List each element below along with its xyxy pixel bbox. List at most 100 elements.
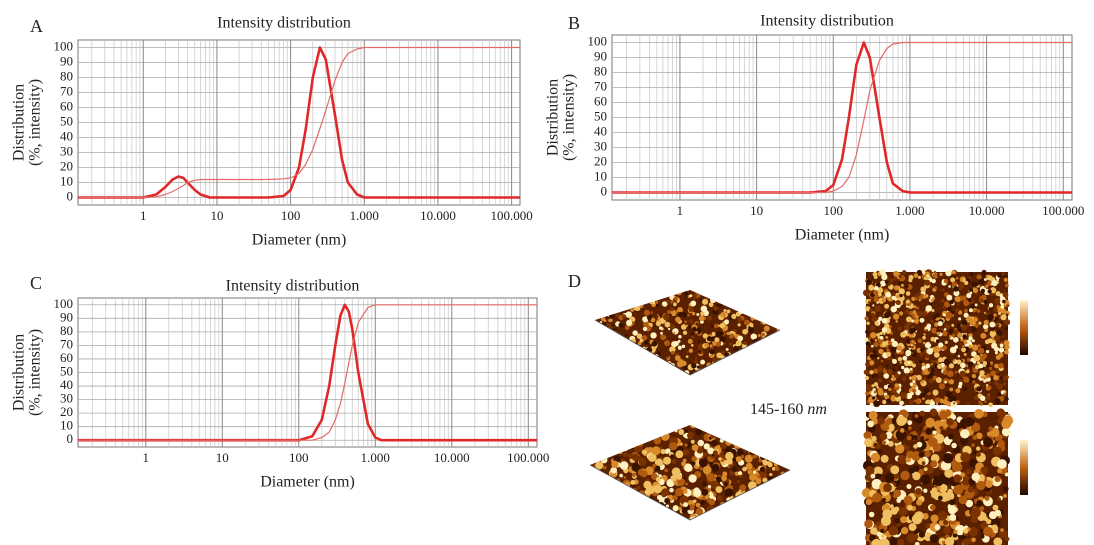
- grain: [1003, 493, 1008, 498]
- grain: [954, 524, 966, 536]
- grain: [951, 323, 955, 327]
- grain: [953, 290, 960, 297]
- grain: [934, 397, 941, 403]
- grain: [711, 463, 720, 472]
- grain: [631, 521, 637, 527]
- grain: [921, 362, 926, 367]
- grain: [1002, 291, 1009, 298]
- grain: [616, 514, 625, 520]
- grain: [759, 466, 765, 472]
- grain: [949, 334, 952, 338]
- grain: [590, 433, 595, 439]
- grain: [685, 324, 689, 327]
- grain: [1002, 382, 1007, 386]
- grain: [762, 320, 767, 325]
- grain: [966, 315, 973, 322]
- grain: [648, 425, 654, 426]
- grain: [592, 475, 601, 484]
- grain: [932, 389, 939, 396]
- grain: [1001, 272, 1005, 276]
- grain: [762, 500, 771, 509]
- grain: [770, 457, 774, 462]
- grain: [778, 507, 786, 516]
- grain: [609, 340, 616, 347]
- grain: [663, 367, 670, 373]
- grain: [626, 513, 634, 520]
- y-axis-label: Distribution: [545, 79, 562, 156]
- grain: [698, 350, 701, 353]
- grain: [925, 400, 929, 404]
- grain: [777, 510, 785, 517]
- x-tick-label: 1: [140, 208, 147, 223]
- grain: [640, 509, 645, 514]
- grain: [926, 274, 930, 278]
- grain: [601, 495, 610, 503]
- grain: [765, 432, 775, 442]
- data-line: [78, 46, 520, 199]
- grain: [605, 444, 612, 451]
- grain: [983, 311, 987, 315]
- grain: [665, 448, 671, 454]
- grain: [912, 434, 918, 440]
- grain: [694, 359, 698, 364]
- grain: [889, 537, 898, 545]
- grain: [965, 499, 974, 508]
- grain: [713, 425, 719, 429]
- grain: [616, 338, 620, 341]
- grain: [642, 326, 648, 332]
- grain: [646, 517, 651, 520]
- grain: [975, 365, 979, 370]
- grain: [698, 458, 708, 468]
- grain: [939, 473, 946, 479]
- grain: [647, 290, 653, 293]
- grain: [765, 369, 770, 374]
- grain: [886, 351, 892, 357]
- grain: [677, 478, 686, 487]
- grain: [590, 518, 596, 520]
- grain: [760, 345, 767, 352]
- grain: [908, 523, 917, 532]
- grain: [865, 361, 871, 367]
- grain: [710, 324, 714, 328]
- grain: [745, 376, 750, 381]
- y-tick-label: 20: [60, 404, 73, 419]
- grain: [866, 321, 870, 325]
- grain: [749, 473, 757, 482]
- y-axis-label: (%, intensity): [27, 79, 44, 166]
- grain: [979, 402, 983, 406]
- grain: [641, 449, 647, 455]
- grain: [874, 338, 878, 342]
- grain: [972, 288, 979, 294]
- grain: [606, 451, 612, 457]
- grain: [954, 308, 960, 313]
- grain: [690, 439, 695, 444]
- data-line: [78, 46, 520, 199]
- grain: [759, 452, 768, 460]
- grain: [925, 305, 932, 312]
- grain: [880, 534, 885, 538]
- grain: [669, 487, 674, 493]
- grain: [751, 356, 756, 361]
- grain: [957, 332, 963, 338]
- grain: [760, 452, 764, 456]
- grain: [607, 486, 613, 492]
- grain: [608, 290, 615, 292]
- grain: [898, 366, 902, 370]
- grain: [616, 303, 622, 309]
- grain: [749, 508, 754, 512]
- grain: [982, 361, 988, 366]
- grain: [897, 454, 908, 465]
- grain: [872, 304, 875, 307]
- grain: [916, 306, 920, 310]
- grain: [897, 326, 902, 331]
- grain: [701, 416, 707, 422]
- grain: [960, 472, 966, 478]
- grain: [728, 416, 732, 420]
- grain: [741, 426, 749, 434]
- grain: [960, 436, 969, 446]
- grain: [757, 436, 765, 444]
- grain: [962, 278, 966, 282]
- grain: [739, 355, 744, 360]
- grain: [582, 446, 589, 453]
- grain: [881, 318, 888, 324]
